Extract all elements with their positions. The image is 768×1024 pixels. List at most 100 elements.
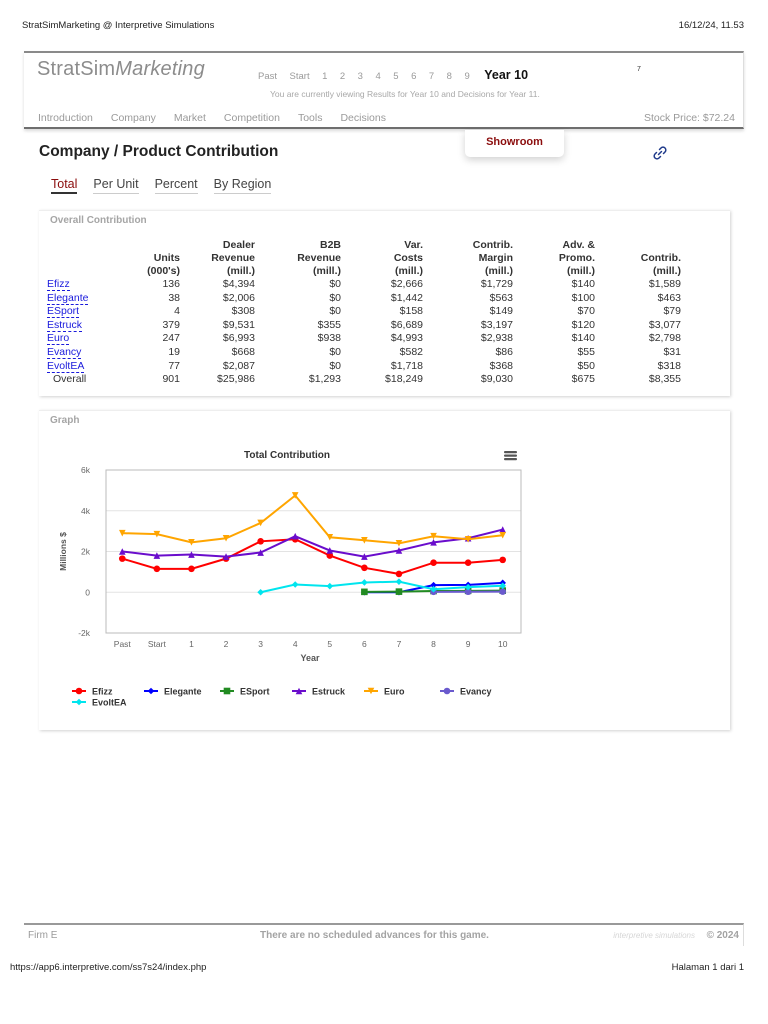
year-link[interactable]: 8 — [446, 71, 452, 82]
x-tick-label: 1 — [189, 639, 194, 649]
value-cell: 379 — [162, 318, 180, 331]
series-efizz[interactable] — [118, 535, 507, 578]
showroom-button[interactable]: Showroom — [465, 130, 564, 157]
legend-item-estruck[interactable]: Estruck — [292, 687, 346, 697]
value-cell: 136 — [162, 278, 180, 290]
legend-item-elegante[interactable]: Elegante — [144, 687, 202, 697]
legend-item-esport[interactable]: ESport — [220, 687, 270, 697]
table-row: Evancy 19 $668 $0 $582 $86 $55 $31 — [47, 345, 681, 360]
value-cell: $938 — [317, 332, 341, 345]
legend-label: Euro — [384, 687, 405, 697]
column-header: Var. Costs (mill.) — [341, 239, 423, 278]
year-link[interactable]: 7 — [428, 71, 435, 82]
value-cell: 38 — [168, 291, 180, 304]
tab-percent[interactable]: Percent — [154, 177, 198, 194]
print-footer: https://app6.interpretive.com/ss7s24/ind… — [10, 962, 744, 973]
x-tick-label: 8 — [431, 639, 436, 649]
value-cell: $86 — [495, 345, 513, 358]
header-line: (mill.) — [653, 265, 681, 277]
tab-per-unit[interactable]: Per Unit — [93, 177, 139, 194]
year-link[interactable]: 9 — [464, 71, 470, 82]
value-cell: 4 — [174, 305, 180, 318]
header-line: Promo. — [558, 252, 595, 264]
value-cell: $4,993 — [390, 332, 423, 345]
x-tick-label: 5 — [327, 639, 332, 649]
year-link[interactable]: 6 — [411, 71, 417, 82]
header-utility-icons[interactable]: 7 — [637, 66, 641, 73]
value-cell: $158 — [399, 305, 423, 318]
year-link[interactable]: 5 — [393, 71, 399, 82]
legend-item-evoltea[interactable]: EvoltEA — [72, 698, 127, 708]
year-link[interactable]: Start — [289, 71, 310, 82]
legend-item-efizz[interactable]: Efizz — [72, 687, 113, 697]
header-line: (mill.) — [227, 265, 255, 277]
table-row: ESport 4 $308 $0 $158 $149 $70 $79 — [47, 305, 681, 319]
stock-price: Stock Price: $72.24 — [643, 112, 735, 124]
year-link[interactable]: 2 — [339, 71, 346, 82]
column-header: Contrib. Margin (mill.) — [423, 239, 513, 278]
value-cell: $50 — [577, 359, 595, 372]
product-link[interactable]: Estruck — [47, 318, 83, 332]
product-link[interactable]: Elegante — [47, 291, 89, 305]
column-header — [47, 239, 102, 278]
x-axis-title: Year — [300, 653, 320, 663]
current-year[interactable]: Year 10 — [484, 68, 529, 82]
year-link[interactable]: Past — [258, 71, 278, 82]
nav-item-tools[interactable]: Tools — [297, 112, 323, 124]
print-title: StratSimMarketing @ Interpretive Simulat… — [22, 20, 215, 31]
product-link[interactable]: EvoltEA — [47, 359, 85, 373]
overall-contribution-panel: Overall Contribution Units (000's) Dealer R… — [39, 210, 730, 396]
link-icon[interactable] — [650, 143, 670, 163]
value-cell: $9,531 — [222, 318, 255, 331]
x-tick-label: Start — [148, 639, 167, 649]
header-line: Var. — [404, 239, 423, 251]
product-link[interactable]: Euro — [47, 332, 70, 346]
year-link[interactable]: 4 — [375, 71, 381, 82]
product-link[interactable]: Efizz — [47, 278, 70, 291]
nav-item-company[interactable]: Company — [110, 112, 156, 124]
value-cell: $2,938 — [480, 332, 513, 345]
graph-panel: Graph Total Contribution -2k 0 2k 4k 6k Past St… — [39, 410, 730, 730]
header-line: Adv. & — [562, 239, 595, 251]
year-link[interactable]: 1 — [322, 71, 328, 82]
y-tick-label: 6k — [81, 465, 91, 475]
tab-by-region[interactable]: By Region — [213, 177, 272, 194]
value-cell: $100 — [571, 291, 595, 304]
nav-item-market[interactable]: Market — [173, 112, 206, 124]
header-line — [595, 239, 681, 252]
value-cell: $2,006 — [222, 291, 255, 304]
header-line: Revenue — [211, 252, 255, 264]
tab-total[interactable]: Total — [51, 177, 78, 194]
product-link[interactable]: ESport — [47, 305, 80, 319]
legend-item-evancy[interactable]: Evancy — [440, 687, 492, 697]
value-cell: $668 — [231, 345, 255, 358]
nav-item-competition[interactable]: Competition — [223, 112, 280, 124]
legend-label: Efizz — [92, 687, 113, 697]
header-line: Contrib. — [640, 252, 681, 264]
nav-item-introduction[interactable]: Introduction — [38, 112, 93, 124]
page-title: Company / Product Contribution — [39, 143, 279, 160]
value-cell: $2,087 — [222, 359, 255, 372]
table-row: EvoltEA 77 $2,087 $0 $1,718 $368 $50 $318 — [47, 359, 681, 374]
value-cell: $3,197 — [480, 318, 513, 331]
value-cell: $18,249 — [385, 373, 423, 386]
print-page-number: Halaman 1 dari 1 — [671, 962, 744, 973]
column-header: Units (000's) — [102, 239, 180, 278]
product-link[interactable]: Evancy — [47, 345, 82, 359]
value-cell: $140 — [571, 278, 595, 290]
legend-item-euro[interactable]: Euro — [364, 687, 405, 697]
nav-item-decisions[interactable]: Decisions — [340, 112, 386, 124]
y-tick-label: 2k — [81, 547, 91, 557]
value-cell: $368 — [489, 359, 513, 372]
header-line: B2B — [319, 239, 341, 251]
value-cell: $25,986 — [217, 373, 255, 386]
x-tick-label: 7 — [397, 639, 402, 649]
value-cell: $318 — [657, 359, 681, 372]
series-euro[interactable] — [118, 492, 507, 547]
series-estruck[interactable] — [118, 526, 507, 560]
app-logo[interactable]: StratSimMarketing — [37, 58, 205, 81]
hamburger-menu-icon[interactable] — [504, 451, 517, 461]
value-cell: $1,442 — [390, 291, 423, 304]
print-datetime: 16/12/24, 11.53 — [678, 20, 744, 31]
year-link[interactable]: 3 — [357, 71, 363, 82]
